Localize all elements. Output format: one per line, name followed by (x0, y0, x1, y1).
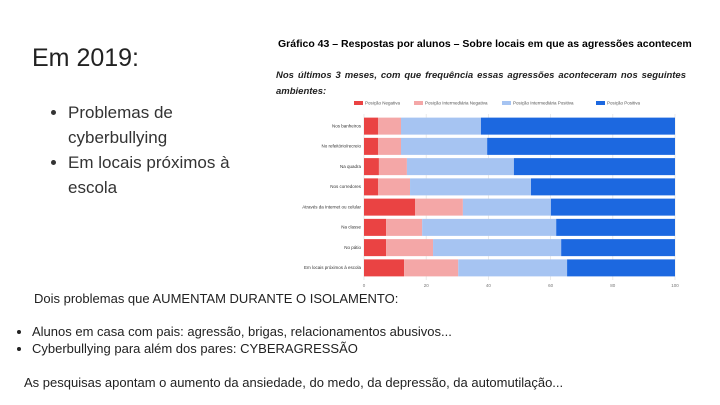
legend-label: Posição Negativa (365, 101, 401, 106)
legend-swatch (502, 101, 511, 105)
bar-segment (377, 117, 402, 135)
legend-swatch (596, 101, 605, 105)
bar-segment (364, 117, 378, 135)
bar-segment (458, 259, 568, 277)
bullet: Em locais próximos à escola (68, 150, 268, 200)
x-tick-label: 80 (610, 283, 616, 288)
bar-segment (462, 198, 551, 216)
y-tick-label: Na classe (341, 225, 361, 230)
bar-segment (404, 259, 459, 277)
bar-segment (364, 137, 378, 155)
bar-segment (401, 137, 488, 155)
bar-segment (531, 178, 675, 196)
closing: As pesquisas apontam o aumento da ansied… (24, 375, 564, 390)
bar-segment (480, 117, 675, 135)
bullet: Problemas de cyberbullying (68, 100, 268, 150)
bar-segment (415, 198, 463, 216)
legend-label: Posição Intermediária Negativa (425, 101, 488, 106)
bar-segment (487, 137, 675, 155)
y-tick-label: Nos corredores (330, 184, 362, 189)
x-tick-label: 40 (486, 283, 492, 288)
x-tick-label: 60 (548, 283, 554, 288)
legend-label: Posição Positiva (607, 101, 641, 106)
bar-segment (556, 218, 675, 236)
bar-segment (364, 239, 387, 257)
bar-segment (386, 218, 423, 236)
bar-segment (364, 259, 405, 277)
bar-segment (377, 137, 402, 155)
bar-segment (550, 198, 675, 216)
intro: Dois problemas que AUMENTAM DURANTE O IS… (34, 291, 399, 306)
y-tick-label: Na quadra (340, 164, 362, 169)
point-list: Alunos em casa com pais: agressão, briga… (20, 323, 452, 357)
x-tick-label: 0 (363, 283, 366, 288)
bar-segment (422, 218, 557, 236)
bar-segment (364, 158, 379, 176)
legend-swatch (414, 101, 423, 105)
y-tick-label: No pátio (344, 245, 361, 250)
x-tick-label: 100 (671, 283, 679, 288)
bar-segment (513, 158, 675, 176)
y-tick-label: No refeitório/recreio (321, 144, 361, 149)
point: Cyberbullying para além dos pares: CYBER… (32, 340, 452, 357)
legend-label: Posição Intermediária Positiva (513, 101, 574, 106)
bar-segment (410, 178, 532, 196)
bar-segment (433, 239, 562, 257)
slide-title: Em 2019: (32, 44, 140, 72)
bullet-list: Problemas de cyberbullying Em locais pró… (30, 100, 268, 200)
legend-swatch (354, 101, 363, 105)
bar-segment (561, 239, 675, 257)
bar-segment (401, 117, 481, 135)
x-tick-label: 20 (424, 283, 430, 288)
bar-segment (378, 158, 407, 176)
bar-segment (364, 178, 378, 196)
y-tick-label: Nos banheiros (332, 123, 362, 128)
bar-segment (377, 178, 411, 196)
bar-segment (364, 198, 416, 216)
bar-segment (567, 259, 675, 277)
y-tick-label: Através da Internet ou celular (302, 204, 361, 209)
point: Alunos em casa com pais: agressão, briga… (32, 323, 452, 340)
chart-subtitle: Nos últimos 3 meses, com que frequência … (276, 70, 686, 97)
chart-subtitle-box: Nos últimos 3 meses, com que frequência … (276, 70, 686, 97)
bar-segment (406, 158, 514, 176)
bar-segment (364, 218, 387, 236)
y-tick-label: Em locais próximos à escola (304, 265, 362, 270)
chart-title: Gráfico 43 – Respostas por alunos – Sobr… (278, 38, 692, 50)
bar-segment (386, 239, 434, 257)
